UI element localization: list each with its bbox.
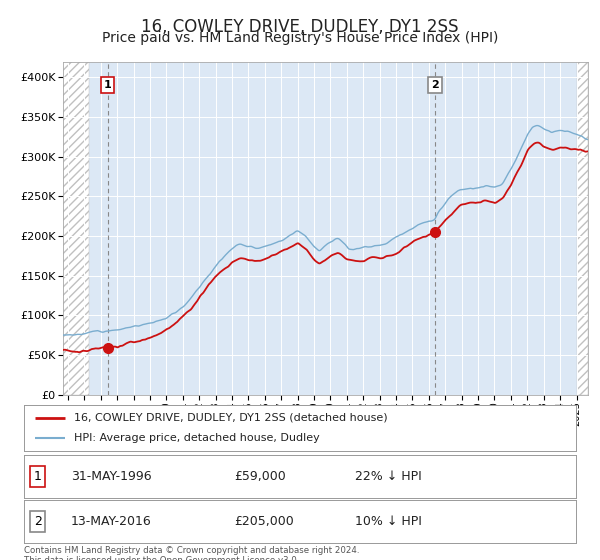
Text: Contains HM Land Registry data © Crown copyright and database right 2024.
This d: Contains HM Land Registry data © Crown c… [24, 546, 359, 560]
Text: 31-MAY-1996: 31-MAY-1996 [71, 470, 152, 483]
Text: 2: 2 [431, 80, 439, 90]
Text: 2: 2 [34, 515, 42, 528]
Text: 16, COWLEY DRIVE, DUDLEY, DY1 2SS (detached house): 16, COWLEY DRIVE, DUDLEY, DY1 2SS (detac… [74, 413, 388, 423]
Text: 13-MAY-2016: 13-MAY-2016 [71, 515, 152, 528]
Text: 1: 1 [104, 80, 112, 90]
Text: £59,000: £59,000 [234, 470, 286, 483]
Text: 22% ↓ HPI: 22% ↓ HPI [355, 470, 422, 483]
Text: 16, COWLEY DRIVE, DUDLEY, DY1 2SS: 16, COWLEY DRIVE, DUDLEY, DY1 2SS [141, 18, 459, 36]
Text: Price paid vs. HM Land Registry's House Price Index (HPI): Price paid vs. HM Land Registry's House … [102, 31, 498, 45]
Text: HPI: Average price, detached house, Dudley: HPI: Average price, detached house, Dudl… [74, 433, 319, 443]
Text: 10% ↓ HPI: 10% ↓ HPI [355, 515, 422, 528]
Text: £205,000: £205,000 [234, 515, 293, 528]
Text: 1: 1 [34, 470, 42, 483]
